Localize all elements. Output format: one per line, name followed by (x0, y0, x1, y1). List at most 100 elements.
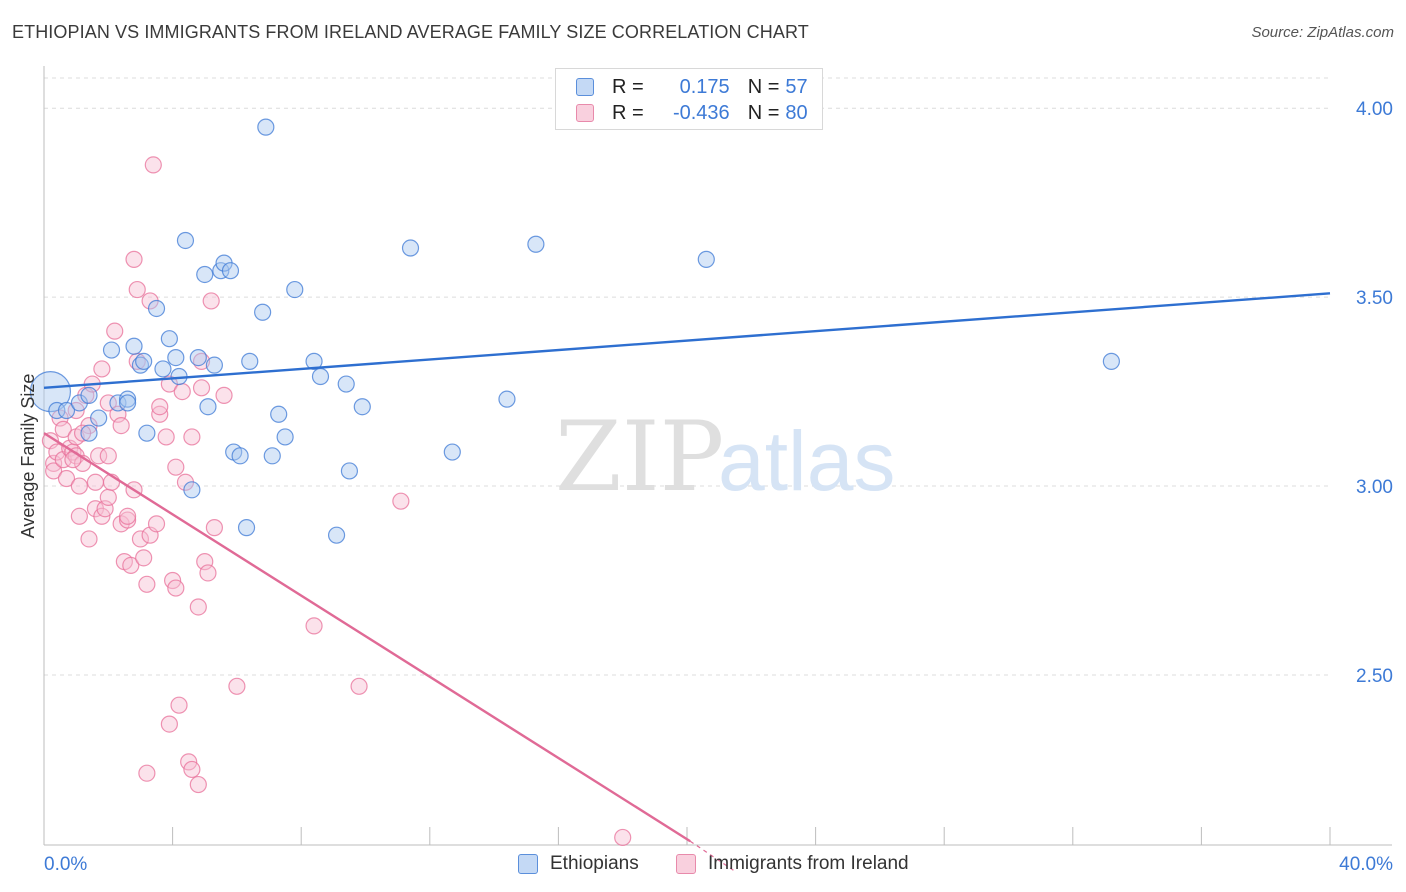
point-ireland (93, 360, 111, 378)
point-ireland (350, 677, 368, 695)
point-ethiopians (109, 394, 127, 412)
point-ireland (138, 764, 156, 782)
point-ireland (167, 458, 185, 476)
point-ethiopians (138, 424, 156, 442)
y-tick-label: 3.50 (1356, 288, 1393, 309)
point-ethiopians (118, 394, 137, 412)
point-ireland (196, 553, 214, 571)
point-ireland (160, 715, 178, 733)
correlation-legend: R = 0.175 N = 57 R = -0.436 N = 80 (555, 68, 823, 130)
point-ireland (614, 828, 632, 847)
point-ethiopians (241, 352, 259, 370)
point-ireland (170, 696, 188, 714)
x-tick-labels: 0.0% 40.0% (44, 854, 1393, 875)
point-ireland (189, 775, 207, 794)
watermark-atlas: atlas (718, 414, 895, 508)
trend-line-ethiopians (43, 292, 1331, 390)
point-ethiopians (353, 398, 371, 416)
point-ireland (192, 379, 211, 397)
point-ethiopians (147, 299, 166, 318)
point-ireland (215, 386, 233, 404)
point-ireland (167, 579, 185, 597)
point-ethiopians (154, 360, 172, 378)
legend-swatch-blue (576, 78, 594, 96)
trend-line-ireland (43, 432, 691, 843)
legend-swatch-pink (576, 104, 594, 122)
grid-lines (44, 77, 1330, 676)
y-tick-labels: 2.50 3.00 3.50 4.00 (1356, 99, 1393, 687)
legend-r-value: -0.436 (672, 101, 730, 124)
legend-row-ireland: R = -0.436 N = 80 (576, 100, 808, 126)
y-tick-label: 3.00 (1356, 477, 1393, 498)
points-ethiopians (29, 118, 1120, 544)
source-label: Source: ZipAtlas.com (1251, 24, 1394, 41)
point-ethiopians (176, 231, 195, 250)
point-ireland (131, 530, 150, 548)
point-ethiopians (80, 424, 98, 442)
legend-n-value: 57 (785, 75, 808, 98)
point-ireland (305, 617, 323, 635)
point-ethiopians (443, 443, 461, 461)
point-ireland (189, 598, 207, 616)
series-legend-ireland: Immigrants from Ireland (676, 851, 909, 877)
point-ethiopians (118, 390, 137, 408)
point-ireland (96, 500, 114, 518)
point-ethiopians (697, 250, 715, 268)
point-ethiopians (80, 386, 98, 404)
series-label-ireland: Immigrants from Ireland (708, 853, 909, 874)
series-swatch-pink (676, 854, 696, 874)
series-swatch-blue (518, 854, 538, 874)
point-ireland (125, 250, 143, 268)
point-ireland (57, 469, 76, 488)
point-ethiopians (498, 390, 516, 408)
point-ireland (70, 477, 88, 495)
point-ireland (122, 556, 140, 575)
watermark-zip: ZIP (555, 401, 724, 513)
point-ethiopians (90, 409, 108, 427)
point-ethiopians (237, 519, 256, 537)
point-ireland (118, 511, 137, 529)
legend-n-label: N = (747, 75, 780, 98)
point-ireland (70, 507, 88, 525)
point-ethiopians (48, 401, 66, 420)
point-ethiopians (1102, 352, 1120, 370)
points-immigrants-from-ireland (41, 156, 632, 847)
point-ethiopians (102, 341, 121, 359)
trend-line-ireland-extension (689, 840, 736, 872)
legend-n-label: N = (747, 101, 780, 124)
point-ireland (106, 322, 124, 340)
legend-r-label: R = (612, 101, 644, 124)
point-ethiopians (254, 303, 272, 321)
point-ethiopians (205, 356, 223, 374)
point-ethiopians (125, 337, 143, 355)
point-ireland (135, 549, 153, 567)
point-ireland (144, 156, 162, 174)
axes (43, 66, 1392, 846)
point-ireland (392, 492, 410, 510)
chart-title: ETHIOPIAN VS IMMIGRANTS FROM IRELAND AVE… (12, 22, 809, 42)
point-ethiopians (199, 398, 217, 416)
point-ireland (118, 507, 137, 525)
y-tick-label: 2.50 (1356, 666, 1393, 687)
point-ireland (99, 447, 117, 465)
point-ethiopians (29, 371, 72, 413)
point-ireland (157, 428, 175, 446)
point-ethiopians (221, 262, 240, 280)
point-ethiopians (57, 401, 76, 420)
point-ethiopians (231, 447, 249, 465)
point-ireland (80, 530, 98, 548)
point-ireland (183, 760, 201, 779)
point-ireland (205, 519, 223, 537)
point-ireland (147, 515, 166, 533)
point-ethiopians (305, 352, 323, 370)
point-ethiopians (286, 280, 304, 299)
point-ireland (202, 292, 220, 310)
point-ireland (86, 473, 105, 491)
point-ireland (228, 677, 246, 695)
point-ireland (128, 280, 146, 299)
point-ethiopians (257, 118, 275, 136)
series-legend-ethiopians: Ethiopians (518, 851, 639, 877)
point-ethiopians (337, 375, 355, 393)
point-ethiopians (183, 481, 201, 499)
